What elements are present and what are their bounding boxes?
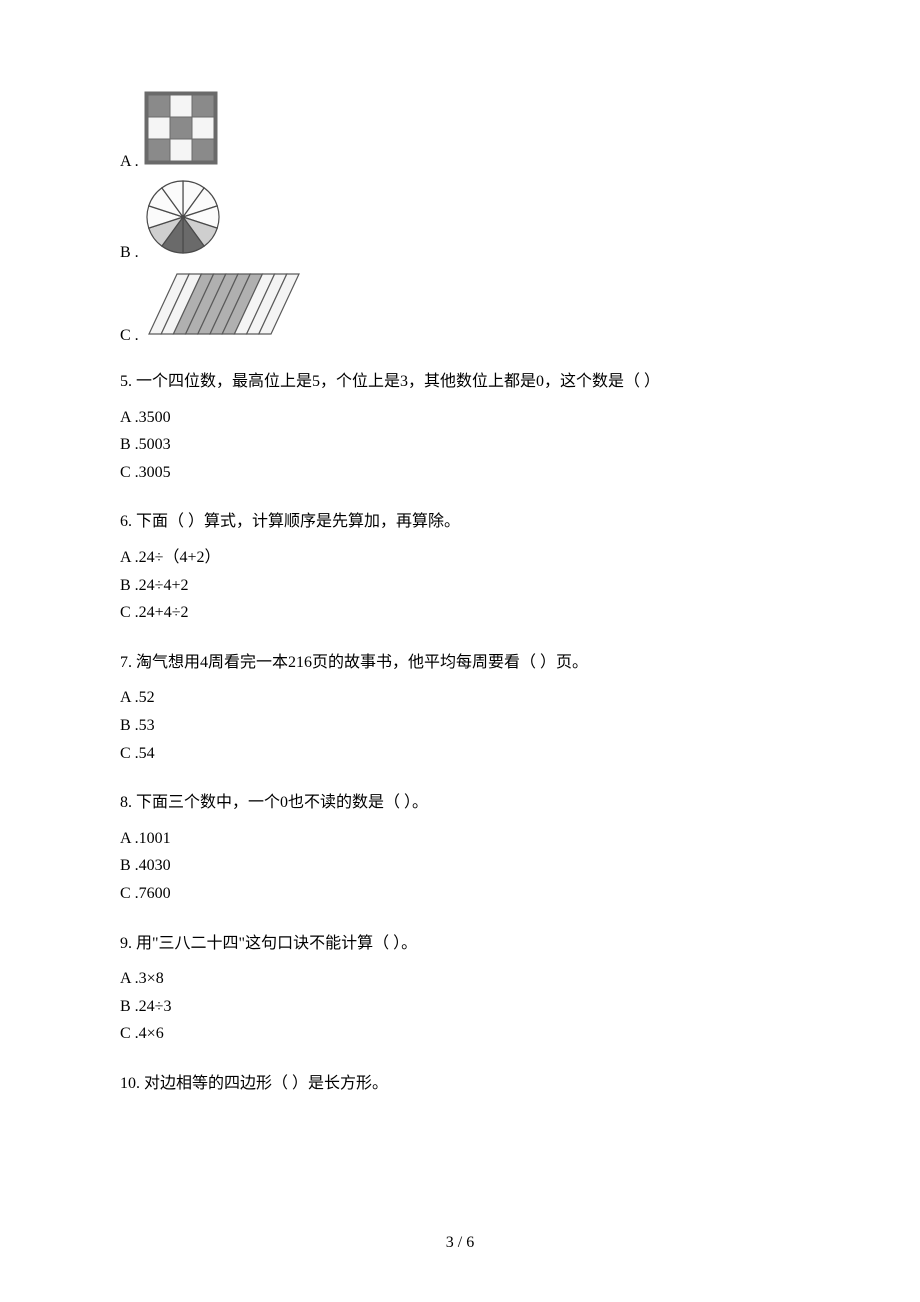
option-b-label: B . [120, 244, 139, 262]
question-8-text: 8. 下面三个数中，一个0也不读的数是（ ）。 [120, 790, 800, 816]
pie-image [143, 177, 223, 262]
q9-option-c: C .4×6 [120, 1021, 800, 1047]
q7-option-c: C .54 [120, 741, 800, 767]
q8-option-a: A .1001 [120, 826, 800, 852]
checkerboard-image [143, 90, 219, 171]
page-number: 3 / 6 [0, 1234, 920, 1252]
question-10-text: 10. 对边相等的四边形（ ）是长方形。 [120, 1071, 800, 1097]
question-6-text: 6. 下面（ ）算式，计算顺序是先算加，再算除。 [120, 509, 800, 535]
q5-option-c: C .3005 [120, 460, 800, 486]
question-7-options: A .52 B .53 C .54 [120, 685, 800, 766]
q4-option-b: B . [120, 177, 800, 262]
option-a-label: A . [120, 153, 139, 171]
q5-option-a: A .3500 [120, 405, 800, 431]
question-5-options: A .3500 B .5003 C .3005 [120, 405, 800, 486]
q4-option-c: C . [120, 268, 800, 345]
q9-option-a: A .3×8 [120, 966, 800, 992]
q7-option-a: A .52 [120, 685, 800, 711]
q6-option-a: A .24÷（4+2） [120, 545, 800, 571]
question-5-text: 5. 一个四位数，最高位上是5，个位上是3，其他数位上都是0，这个数是（ ） [120, 369, 800, 395]
option-c-label: C . [120, 327, 139, 345]
q4-option-a: A . [120, 90, 800, 171]
q6-option-b: B .24÷4+2 [120, 573, 800, 599]
q8-option-b: B .4030 [120, 853, 800, 879]
q9-option-b: B .24÷3 [120, 994, 800, 1020]
question-6-options: A .24÷（4+2） B .24÷4+2 C .24+4÷2 [120, 545, 800, 626]
q5-option-b: B .5003 [120, 432, 800, 458]
question-9-options: A .3×8 B .24÷3 C .4×6 [120, 966, 800, 1047]
question-7-text: 7. 淘气想用4周看完一本216页的故事书，他平均每周要看（ ）页。 [120, 650, 800, 676]
q8-option-c: C .7600 [120, 881, 800, 907]
q7-option-b: B .53 [120, 713, 800, 739]
parallelogram-image [143, 268, 303, 345]
q6-option-c: C .24+4÷2 [120, 600, 800, 626]
question-9-text: 9. 用"三八二十四"这句口诀不能计算（ ）。 [120, 931, 800, 957]
question-8-options: A .1001 B .4030 C .7600 [120, 826, 800, 907]
